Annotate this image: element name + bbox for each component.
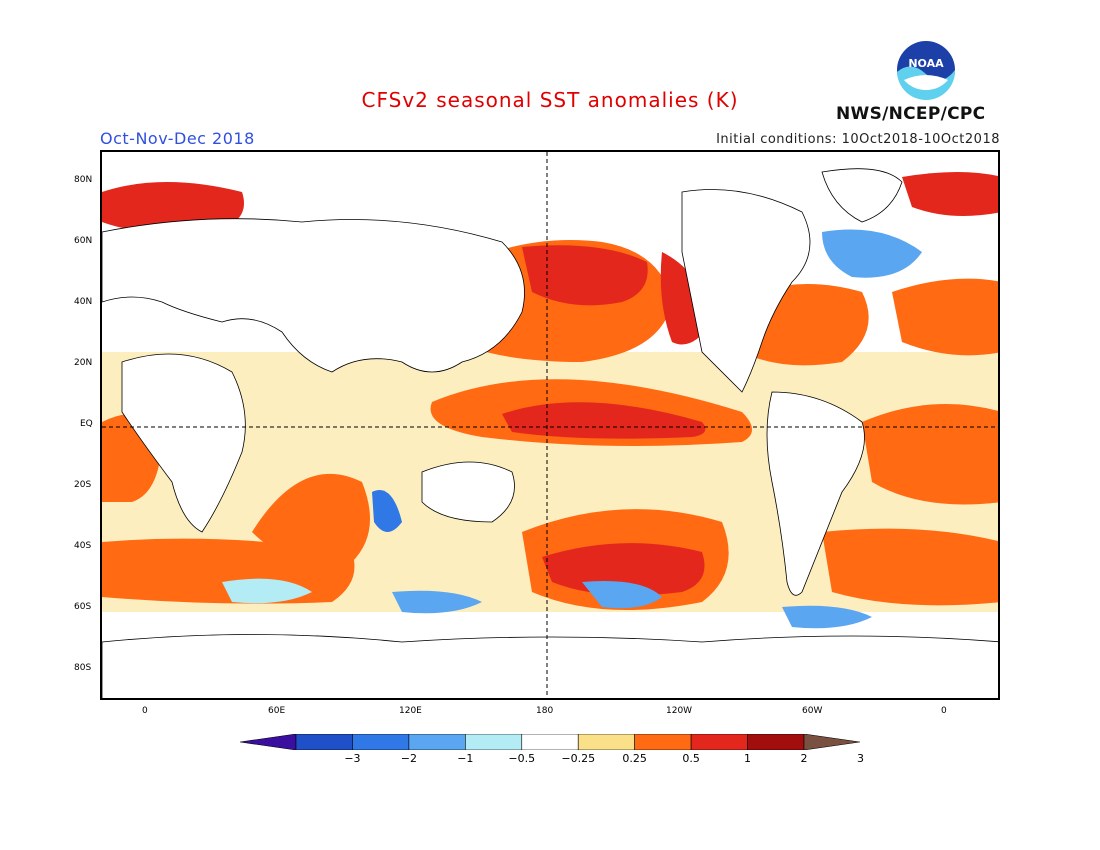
- lon-label-120e: 120E: [399, 706, 422, 716]
- colorbar-tick-label: −0.5: [508, 752, 536, 765]
- svg-text:NOAA: NOAA: [908, 57, 944, 70]
- initial-conditions: Initial conditions: 10Oct2018-10Oct2018: [716, 132, 1000, 147]
- lat-label-60s: 60S: [74, 602, 92, 612]
- colorbar-segment: [295, 734, 353, 750]
- lon-label-180: 180: [536, 706, 554, 716]
- colorbar-tick-label: −1: [457, 752, 474, 765]
- lat-label-80n: 80N: [74, 175, 93, 185]
- sst-anomaly-map: [100, 150, 1000, 700]
- colorbar-tick-label: −0.25: [561, 752, 596, 765]
- lon-label-120w: 120W: [666, 706, 693, 716]
- noaa-logo: NOAA: [896, 40, 956, 101]
- colorbar-segment: [634, 734, 692, 750]
- lat-label-20n: 20N: [74, 358, 93, 368]
- lat-label-eq: EQ: [80, 419, 93, 429]
- colorbar-segment: [408, 734, 466, 750]
- continents: [102, 168, 998, 698]
- colorbar: [240, 734, 860, 750]
- colorbar-segment: [240, 734, 297, 750]
- colorbar-segment: [577, 734, 635, 750]
- lat-label-80s: 80S: [74, 663, 92, 673]
- lon-label-60w: 60W: [802, 706, 823, 716]
- forecast-period: Oct-Nov-Dec 2018: [100, 129, 255, 148]
- colorbar-segment: [521, 734, 579, 750]
- colorbar-segment: [803, 734, 860, 750]
- lat-label-60n: 60N: [74, 236, 93, 246]
- agency-name: NWS/NCEP/CPC: [836, 104, 986, 124]
- map-title: CFSv2 seasonal SST anomalies (K): [361, 88, 739, 112]
- lon-label-0-right: 0: [941, 706, 947, 716]
- colorbar-tick-label: 0.5: [682, 752, 700, 765]
- colorbar-tick-label: 1: [744, 752, 752, 765]
- lon-label-0-left: 0: [142, 706, 148, 716]
- colorbar-tick-label: 0.25: [622, 752, 647, 765]
- colorbar-tick-label: −3: [344, 752, 361, 765]
- lat-label-40n: 40N: [74, 297, 93, 307]
- colorbar-segment: [465, 734, 523, 750]
- lat-label-40s: 40S: [74, 541, 92, 551]
- lon-label-60e: 60E: [268, 706, 286, 716]
- lat-label-20s: 20S: [74, 480, 92, 490]
- colorbar-segment: [352, 734, 410, 750]
- colorbar-tick-label: −2: [400, 752, 417, 765]
- colorbar-segment: [690, 734, 748, 750]
- colorbar-tick-label: 2: [800, 752, 808, 765]
- colorbar-tick-label: 3: [856, 752, 864, 765]
- colorbar-segment: [747, 734, 805, 750]
